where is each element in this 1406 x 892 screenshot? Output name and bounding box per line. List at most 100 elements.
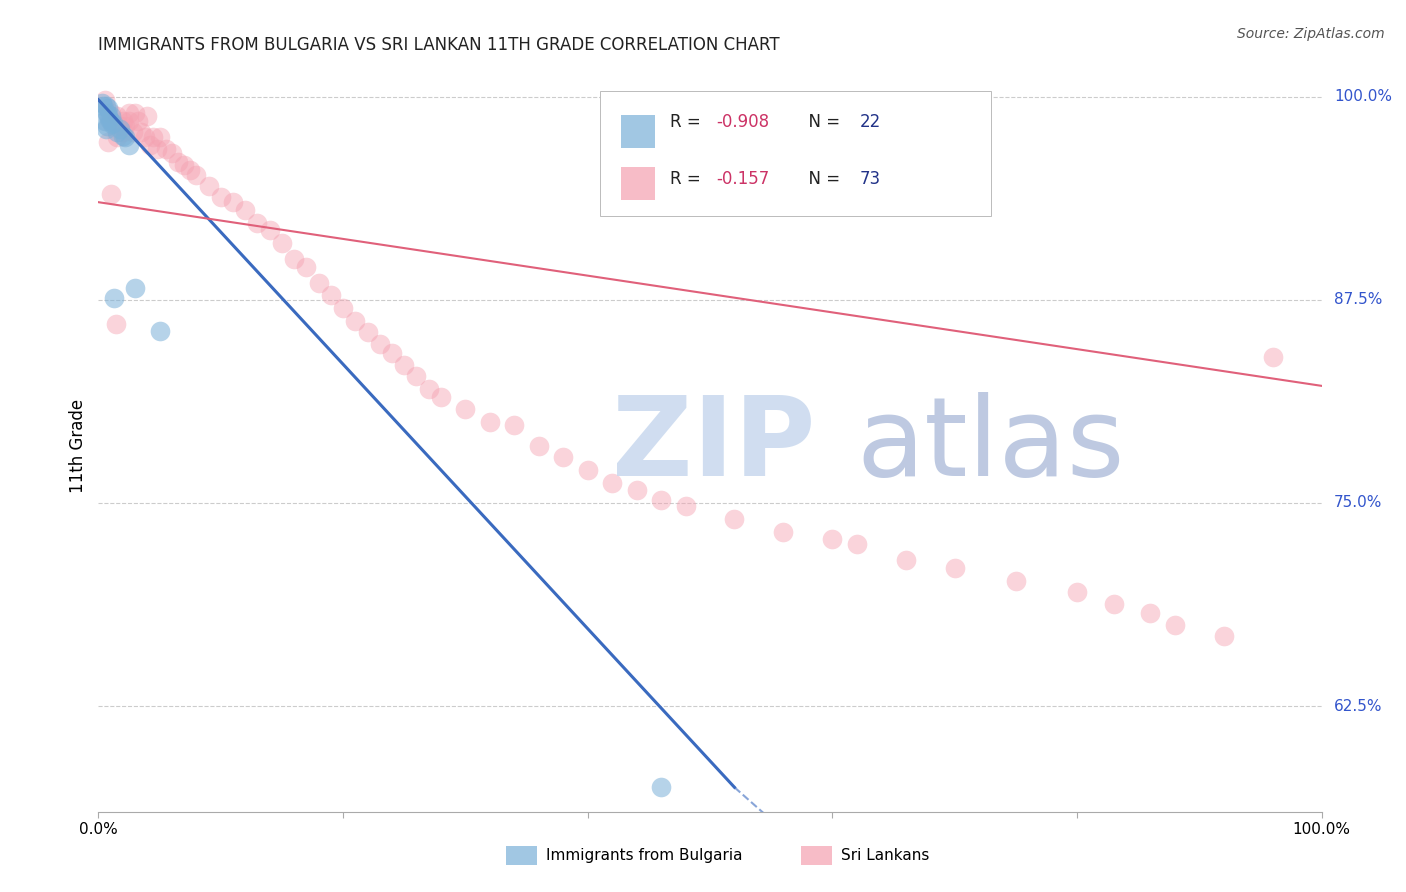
Point — [772, 525, 794, 540]
Point — [100, 114, 122, 128]
Point — [103, 291, 125, 305]
Point — [1066, 585, 1088, 599]
Point — [93, 93, 115, 107]
Point — [110, 122, 132, 136]
Point — [91, 96, 114, 111]
Point — [146, 142, 169, 156]
Point — [430, 390, 453, 404]
Text: 22: 22 — [859, 112, 880, 131]
Point — [139, 138, 162, 153]
Point — [270, 235, 294, 250]
Point — [94, 122, 117, 136]
Point — [173, 158, 195, 172]
Text: -0.157: -0.157 — [716, 170, 769, 188]
Bar — [620, 168, 655, 200]
Point — [418, 382, 440, 396]
Point — [943, 561, 966, 575]
Point — [1164, 617, 1187, 632]
Point — [111, 114, 134, 128]
Text: atlas: atlas — [856, 392, 1125, 500]
Point — [392, 358, 416, 372]
Point — [308, 277, 330, 291]
Point — [114, 119, 136, 133]
Point — [118, 114, 141, 128]
Point — [105, 109, 128, 123]
Point — [97, 135, 120, 149]
Point — [1004, 574, 1026, 588]
Point — [675, 499, 697, 513]
Text: IMMIGRANTS FROM BULGARIA VS SRI LANKAN 11TH GRADE CORRELATION CHART: IMMIGRANTS FROM BULGARIA VS SRI LANKAN 1… — [98, 36, 780, 54]
Point — [129, 125, 152, 139]
Point — [93, 114, 115, 128]
Point — [136, 109, 159, 123]
Point — [503, 417, 526, 432]
Point — [1102, 597, 1125, 611]
Point — [167, 154, 190, 169]
Point — [209, 190, 232, 204]
Point — [319, 288, 342, 302]
Point — [142, 130, 165, 145]
Point — [134, 130, 156, 145]
Point — [197, 178, 219, 193]
Point — [100, 187, 122, 202]
Point — [97, 109, 120, 123]
Point — [98, 112, 121, 127]
Point — [179, 162, 201, 177]
Point — [1261, 350, 1284, 364]
Point — [344, 314, 367, 328]
Text: 100.0%: 100.0% — [1334, 89, 1392, 104]
Point — [821, 532, 844, 546]
Text: Source: ZipAtlas.com: Source: ZipAtlas.com — [1237, 27, 1385, 41]
Text: N =: N = — [799, 112, 845, 131]
Point — [105, 130, 128, 145]
Bar — [620, 115, 655, 147]
Point — [186, 168, 208, 182]
Text: Sri Lankans: Sri Lankans — [841, 848, 929, 863]
Point — [96, 105, 118, 120]
Point — [283, 252, 305, 266]
Point — [295, 260, 318, 275]
Point — [121, 125, 143, 139]
Text: 75.0%: 75.0% — [1334, 495, 1382, 510]
Point — [405, 369, 427, 384]
Point — [527, 439, 550, 453]
Text: -0.908: -0.908 — [716, 112, 769, 131]
Text: ZIP: ZIP — [612, 392, 815, 500]
Text: 87.5%: 87.5% — [1334, 293, 1382, 307]
Point — [124, 105, 146, 120]
Y-axis label: 11th Grade: 11th Grade — [69, 399, 87, 493]
Point — [478, 415, 501, 429]
Point — [576, 463, 599, 477]
Point — [127, 114, 149, 128]
Point — [650, 492, 672, 507]
Point — [111, 128, 134, 143]
Point — [101, 115, 124, 129]
Point — [91, 99, 114, 113]
Point — [114, 130, 136, 145]
Point — [111, 125, 134, 139]
Point — [259, 223, 281, 237]
Point — [110, 119, 132, 133]
FancyBboxPatch shape — [600, 91, 991, 216]
Text: N =: N = — [799, 170, 845, 188]
Point — [1212, 629, 1234, 643]
Point — [118, 138, 141, 153]
Text: Immigrants from Bulgaria: Immigrants from Bulgaria — [546, 848, 742, 863]
Point — [233, 203, 256, 218]
Point — [650, 780, 672, 795]
Point — [381, 346, 404, 360]
Text: R =: R = — [669, 170, 706, 188]
Point — [118, 105, 141, 120]
Point — [96, 119, 118, 133]
Point — [553, 450, 575, 465]
Point — [160, 146, 183, 161]
Point — [222, 195, 245, 210]
Text: 73: 73 — [859, 170, 880, 188]
Point — [246, 216, 269, 230]
Point — [100, 105, 122, 120]
Point — [149, 324, 172, 338]
Point — [600, 476, 623, 491]
Point — [124, 281, 146, 295]
Point — [845, 536, 868, 550]
Point — [94, 99, 117, 113]
